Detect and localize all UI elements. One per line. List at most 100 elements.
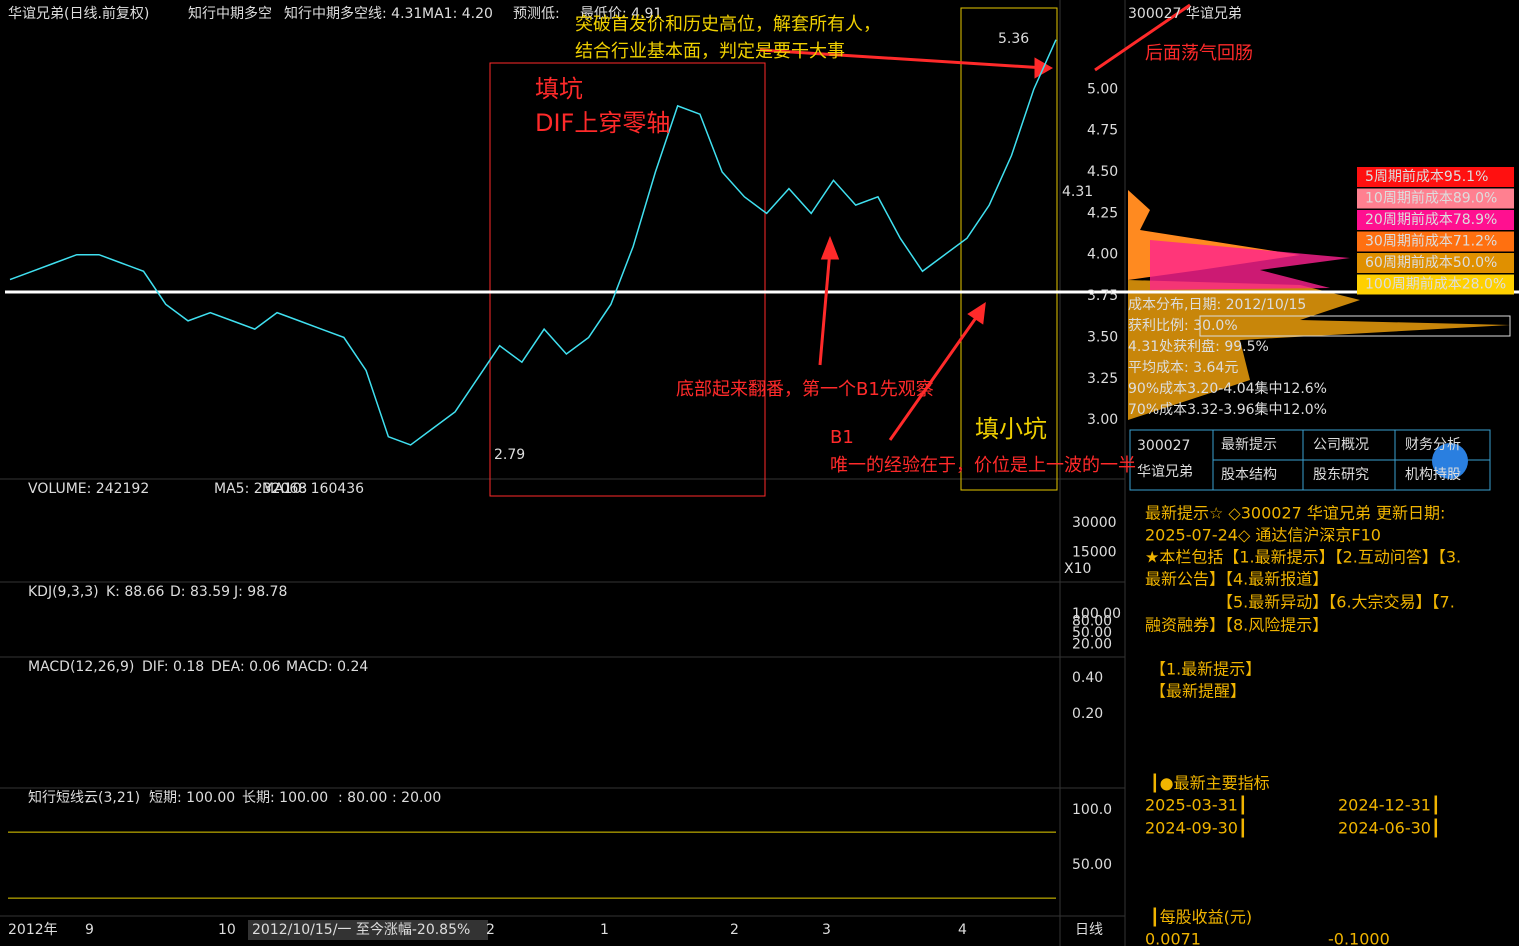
- cloud-label: : 80.00: [338, 790, 387, 806]
- volume-label: MA5: 232068: [214, 481, 307, 497]
- f10-text: ┃●最新主要指标: [1150, 773, 1270, 793]
- x-axis-label: 9: [85, 922, 94, 938]
- macd-label: DEA: 0.06: [211, 659, 280, 675]
- y-tick-label: 80.00: [1072, 614, 1112, 630]
- f10-text: ┃每股收益(元): [1150, 907, 1252, 927]
- f10-button[interactable]: 股本结构: [1221, 467, 1277, 483]
- f10-text: 2025-03-31┃: [1145, 795, 1248, 815]
- x-axis-label: 4: [958, 922, 967, 938]
- x-axis-label: 2012/10/15/一 至今涨幅-20.85%: [252, 922, 470, 938]
- f10-button[interactable]: 股东研究: [1313, 467, 1369, 483]
- f10-text: ★本栏包括【1.最新提示】【2.互动问答】【3.: [1145, 548, 1461, 567]
- macd-label: MACD(12,26,9): [28, 659, 134, 675]
- annotation: 唯一的经验在于，价位是上一波的一半: [830, 455, 1136, 476]
- cost-legend: 5周期前成本95.1%: [1365, 168, 1488, 185]
- volume-label: MA10: 160436: [262, 481, 364, 497]
- cost-legend: 30周期前成本71.2%: [1365, 233, 1497, 250]
- cost-legend-swatch: [1357, 253, 1514, 273]
- y-tick-label: 3.00: [1087, 412, 1118, 428]
- macd-label: DIF: 0.18: [142, 659, 204, 675]
- y-tick-label: 3.50: [1087, 329, 1118, 345]
- frame: [0, 0, 1126, 946]
- cost-legend-swatch: [1357, 167, 1514, 187]
- annotation: 结合行业基本面，判定是要干大事: [575, 41, 845, 62]
- f10-button[interactable]: 财务分析: [1405, 437, 1461, 453]
- f10-text: 【5.最新异动】【6.大宗交易】【7.: [1145, 593, 1455, 612]
- y-tick-label: 0.20: [1072, 706, 1103, 722]
- f10-text: 融资融券】【8.风险提示】: [1145, 616, 1328, 635]
- header-item: 预测低:: [513, 6, 560, 22]
- y-tick-label: 15000: [1072, 544, 1117, 560]
- y-tick-label: 3.25: [1087, 371, 1118, 387]
- last-price: 4.31: [1062, 184, 1093, 200]
- header-item: 华谊兄弟(日线.前复权): [8, 5, 149, 22]
- f10-button[interactable]: 公司概况: [1313, 437, 1369, 453]
- y-tick-label: 3.75: [1087, 288, 1118, 304]
- f10-button[interactable]: 最新提示: [1221, 437, 1277, 453]
- cloud-label: 知行短线云(3,21): [28, 789, 140, 806]
- chip-info: 90%成本3.20-4.04集中12.6%: [1128, 380, 1327, 397]
- f10-text: 2024-12-31┃: [1338, 795, 1441, 815]
- x-axis-label: 1: [600, 922, 609, 938]
- f10-text: 2024-06-30┃: [1338, 818, 1441, 838]
- annotation: 突破首发价和历史高位，解套所有人，: [575, 14, 881, 35]
- cost-legend: 100周期前成本28.0%: [1365, 276, 1506, 293]
- date-tip-bg: [248, 920, 488, 940]
- kdj-label: K: 88.66: [106, 584, 165, 600]
- arrows: [759, 3, 1191, 441]
- y-tick-label: 50.00: [1072, 625, 1112, 641]
- low-label: 2.79: [494, 447, 525, 463]
- y-tick-label: 50.00: [1072, 857, 1112, 873]
- cost-legend-swatch: [1357, 210, 1514, 230]
- red-box: [489, 62, 766, 497]
- x-axis-label: 2: [486, 922, 495, 938]
- cost-legend-swatch: [1357, 274, 1514, 295]
- y-tick-label: 0.40: [1072, 670, 1103, 686]
- cost-legend: 60周期前成本50.0%: [1365, 254, 1497, 271]
- kdj-label: J: 98.78: [233, 584, 287, 600]
- f10-text: 2024-09-30┃: [1145, 818, 1248, 838]
- f10-text: 最新公告】【4.最新报道】: [1145, 570, 1328, 589]
- f10-text: 【最新提醒】: [1150, 682, 1246, 701]
- f10-button[interactable]: 机构持股: [1405, 467, 1461, 483]
- side-code: 300027: [1137, 438, 1190, 454]
- f10-text: 2025-07-24◇ 通达信沪深京F10: [1145, 526, 1381, 545]
- buttons-frame: [1129, 429, 1491, 491]
- chip-info: 平均成本: 3.64元: [1128, 360, 1238, 376]
- cloud-label: 短期: 100.00: [149, 790, 235, 806]
- annotation: 填坑: [535, 75, 583, 103]
- y-tick-label: 4.00: [1087, 247, 1118, 263]
- price-line: [9, 39, 1057, 446]
- y-tick-label: 4.25: [1087, 205, 1118, 221]
- f10-text: 最新提示☆ ◇300027 华谊兄弟 更新日期:: [1145, 504, 1445, 523]
- assistant-icon[interactable]: [1432, 443, 1468, 479]
- kdj-label: D: 83.59: [170, 584, 230, 600]
- annotation: B1: [830, 427, 854, 448]
- x-axis-label: 2012年: [8, 922, 58, 938]
- cost-legend: 20周期前成本78.9%: [1365, 211, 1497, 228]
- cost-legend: 10周期前成本89.0%: [1365, 190, 1497, 207]
- chip-info: 70%成本3.32-3.96集中12.0%: [1128, 401, 1327, 418]
- kdj-label: KDJ(9,3,3): [28, 584, 99, 600]
- volume-unit: X10: [1064, 561, 1091, 577]
- chip-info: 4.31处获利盘: 99.5%: [1128, 338, 1269, 355]
- annotation: DIF上穿零轴: [535, 109, 670, 137]
- cost-legend-swatch: [1357, 188, 1514, 209]
- header-item: 最低价: 4.91: [580, 6, 662, 22]
- y-tick-label: 100.00: [1072, 606, 1121, 622]
- y-tick-label: 20.00: [1072, 637, 1112, 653]
- chip-info: 获利比例: 30.0%: [1128, 318, 1238, 334]
- y-tick-label: 4.50: [1087, 164, 1118, 180]
- cost-legend-swatch: [1357, 231, 1514, 252]
- x-axis-label: 3: [822, 922, 831, 938]
- y-tick-label: 5.00: [1087, 81, 1118, 97]
- y-tick-label: 100.0: [1072, 802, 1112, 818]
- f10-text: -0.1000: [1328, 930, 1390, 946]
- chips: [1128, 190, 1511, 420]
- header-item: 知行中期多空: [188, 5, 272, 22]
- side-name: 华谊兄弟: [1137, 464, 1193, 480]
- annotation: 填小坑: [975, 415, 1047, 443]
- yellow-box: [960, 7, 1058, 491]
- y-tick-label: 30000: [1072, 515, 1117, 531]
- header-item: MA1: 4.20: [422, 6, 493, 22]
